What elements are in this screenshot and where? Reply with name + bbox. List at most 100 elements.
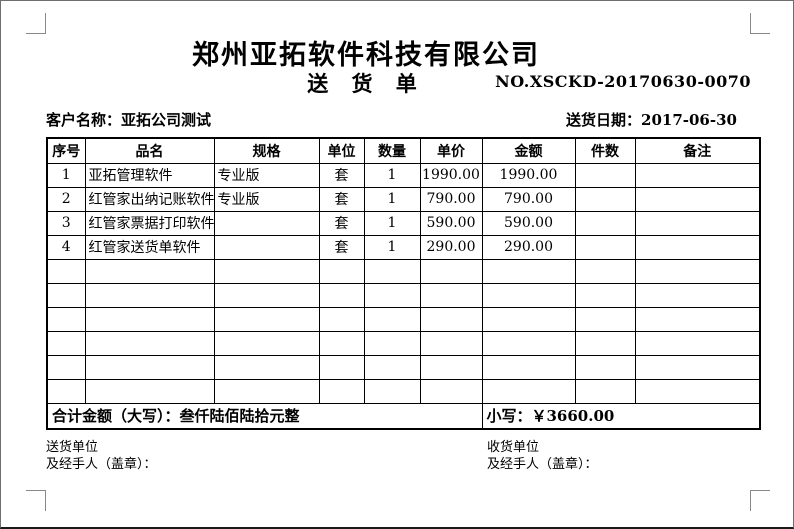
sender-handler-label: 及经手人（盖章）： [46,457,157,472]
cell [363,354,421,380]
cell: 1990.00 [481,162,576,188]
empty-row [46,282,761,308]
cell [574,258,636,284]
cell [634,354,761,380]
cell [634,186,761,212]
cell: 套 [318,186,365,212]
cell: 590.00 [419,210,483,236]
cell [574,354,636,380]
empty-row [46,330,761,356]
corner-mark-top-left [26,13,46,34]
corner-mark-top-right [750,13,770,34]
cell [634,258,761,284]
cell [84,258,215,284]
cell [419,378,483,404]
cell [574,186,636,212]
cell [634,330,761,356]
cell [481,330,576,356]
cell [46,330,86,356]
cell: 红管家送货单软件 [84,234,215,260]
cell [213,258,320,284]
cell [481,258,576,284]
doc-title: 送 货 单 [307,71,425,96]
corner-mark-bottom-left [26,490,46,511]
total-row: 合计金额（大写）：叁仟陆佰陆拾元整 小写：￥3660.00 [46,402,761,430]
customer-value: 亚拓公司测试 [121,111,212,129]
cell [363,282,421,308]
cell: 套 [318,210,365,236]
cell: 590.00 [481,210,576,236]
receiver-unit-label: 收货单位 [487,440,540,455]
cell [634,282,761,308]
delivery-date-value: 2017-06-30 [641,111,737,129]
cell: 1990.00 [419,162,483,188]
cell: 1 [46,162,86,188]
receiver-handler-label: 及经手人（盖章）： [487,457,598,472]
info-line: 客户名称：亚拓公司测试 送货日期：2017-06-30 [46,109,759,131]
column-header: 单价 [419,137,483,164]
cell [46,378,86,404]
cell [318,330,365,356]
cell [574,282,636,308]
cell [46,258,86,284]
cell [481,378,576,404]
empty-row [46,354,761,380]
item-row: 3 红管家票据打印软件套 1 590.00 590.00 [46,210,761,236]
cell [84,306,215,332]
column-header: 序号 [46,137,86,164]
items-table: 序号 品名 规格 单位 数量 单价 金额 件数 备注 1 亚拓管理软件 专业版套 1 1990.00 19… [46,137,761,430]
column-header: 金额 [481,137,576,164]
cell [363,258,421,284]
cell [46,282,86,308]
customer-label: 客户名称： [46,111,122,129]
cell [481,354,576,380]
cell [213,306,320,332]
item-row: 4 红管家送货单软件套 1 290.00 290.00 [46,234,761,260]
cell: 290.00 [481,234,576,260]
cell [574,306,636,332]
cell: 3 [46,210,86,236]
total-amount-numeric: 小写：￥3660.00 [481,402,761,430]
cell: 红管家出纳记账软件 [84,186,215,212]
cell [634,306,761,332]
cell [46,306,86,332]
cell [419,306,483,332]
cell: 套 [318,234,365,260]
cell: 1 [363,234,421,260]
cell: 1 [363,210,421,236]
column-header: 数量 [363,137,421,164]
cell [574,210,636,236]
column-header: 备注 [634,137,761,164]
delivery-date-label: 送货日期： [566,111,642,129]
cell [574,330,636,356]
cell [213,234,320,260]
cell [634,234,761,260]
cell: 790.00 [419,186,483,212]
sender-signature-block: 送货单位 及经手人（盖章）： [46,439,157,473]
item-row: 1 亚拓管理软件 专业版套 1 1990.00 1990.00 [46,162,761,188]
cell [213,354,320,380]
cell [363,378,421,404]
cell [574,162,636,188]
empty-row [46,258,761,284]
table-header-row: 序号 品名 规格 单位 数量 单价 金额 件数 备注 [46,137,761,164]
cell [419,282,483,308]
cell: 红管家票据打印软件 [84,210,215,236]
cell [363,306,421,332]
cell [481,306,576,332]
column-header: 件数 [574,137,636,164]
customer-field: 客户名称：亚拓公司测试 [46,109,211,130]
receiver-signature-block: 收货单位 及经手人（盖章）： [487,439,598,473]
cell [419,354,483,380]
item-row: 2 红管家出纳记账软件 专业版套 1 790.00 790.00 [46,186,761,212]
cell [634,210,761,236]
cell [84,330,215,356]
cell: 2 [46,186,86,212]
cell [318,354,365,380]
corner-mark-bottom-right [750,490,770,511]
column-header: 规格 [213,137,320,164]
cell: 290.00 [419,234,483,260]
cell [634,162,761,188]
cell: 专业版 [213,186,320,212]
cell: 790.00 [481,186,576,212]
